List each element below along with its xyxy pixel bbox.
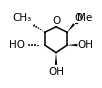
Polygon shape [67,44,77,46]
Text: O: O [74,13,83,23]
Text: Me: Me [78,13,93,23]
Text: OH: OH [78,40,94,50]
Text: HO: HO [9,40,25,50]
Polygon shape [55,53,57,65]
Text: CH₃: CH₃ [12,13,32,23]
Text: OH: OH [48,67,64,77]
Text: O: O [52,16,60,26]
Polygon shape [67,23,75,32]
